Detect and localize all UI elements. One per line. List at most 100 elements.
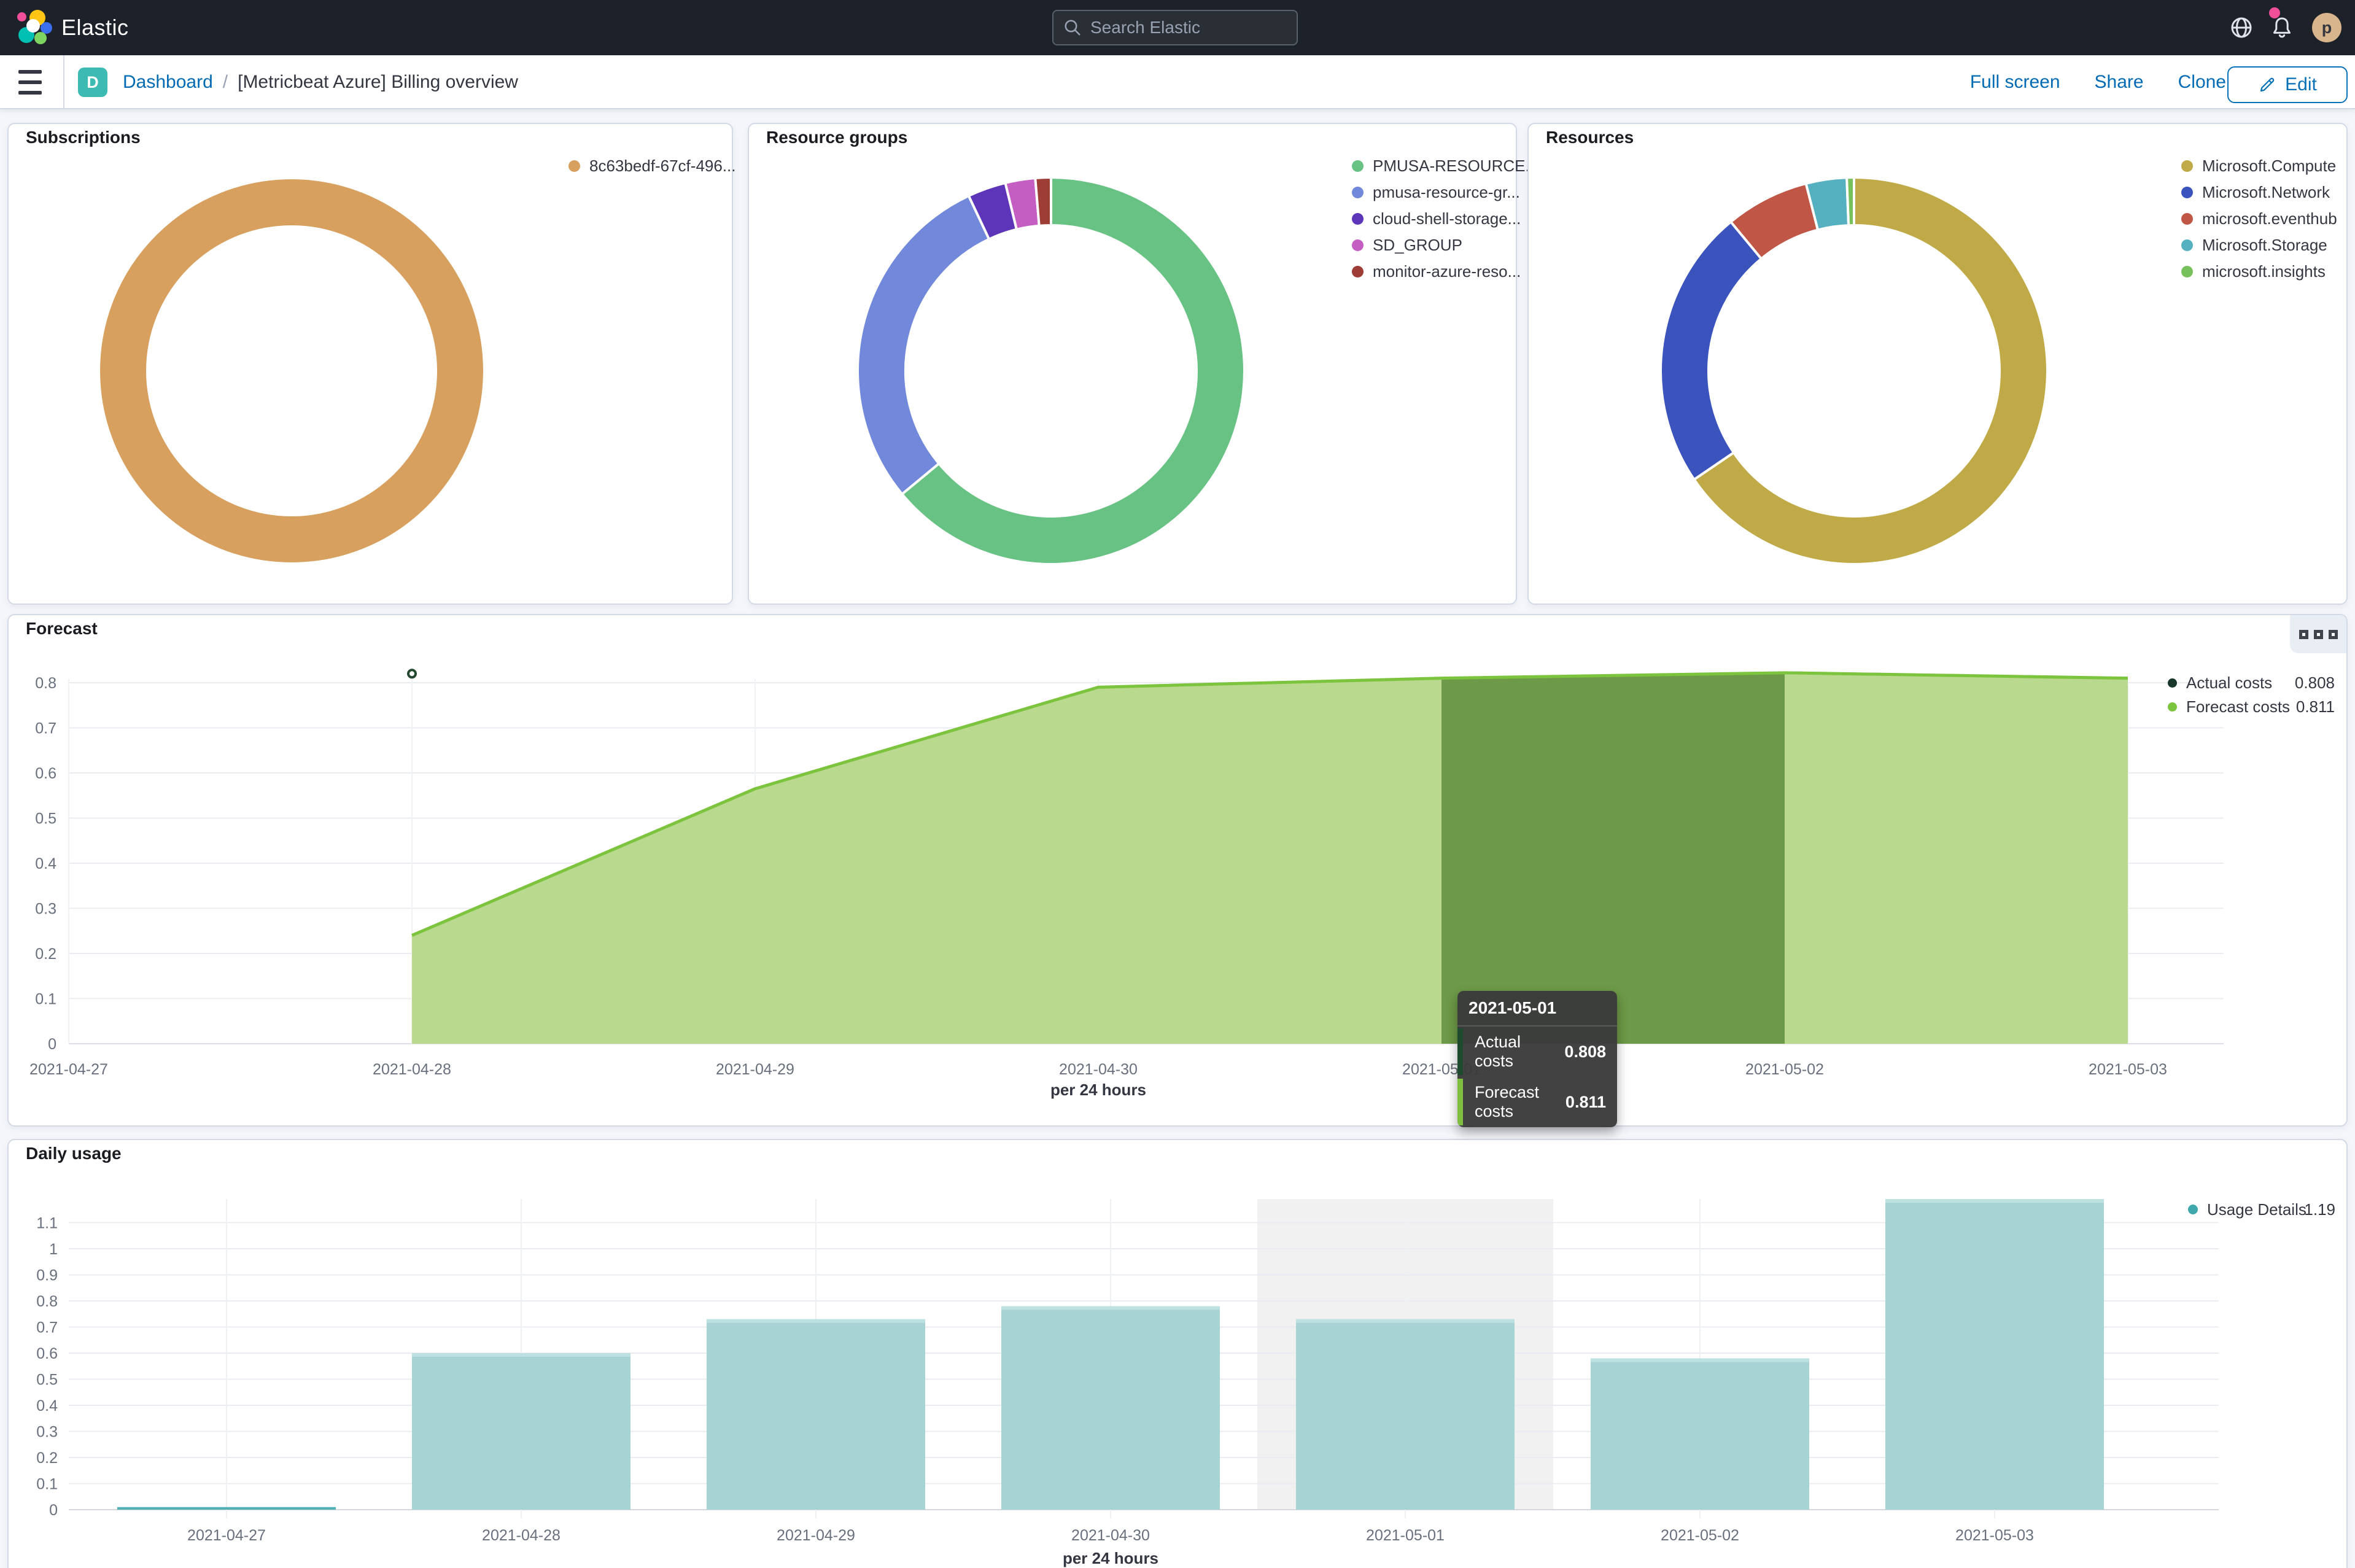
legend-item[interactable]: cloud-shell-storage... bbox=[1352, 208, 1521, 230]
tooltip-date: 2021-05-01 bbox=[1457, 991, 1617, 1027]
fullscreen-button[interactable]: Full screen bbox=[1969, 72, 2060, 92]
svg-text:0.2: 0.2 bbox=[35, 945, 56, 963]
svg-text:0.1: 0.1 bbox=[36, 1476, 58, 1493]
legend-color-dot bbox=[568, 160, 580, 172]
panel-forecast: Forecast 0 0.1 0.2 0.3 0.4 0.5 0.6 0.7 0.8 2021-0… bbox=[7, 614, 2348, 1127]
search-input[interactable] bbox=[1089, 17, 1287, 38]
pencil-icon bbox=[2260, 77, 2275, 92]
page-title: [Metricbeat Azure] Billing overview bbox=[238, 72, 518, 92]
share-button[interactable]: Share bbox=[2094, 72, 2144, 92]
subscriptions-donut-chart[interactable] bbox=[9, 124, 732, 604]
globe-icon[interactable] bbox=[2220, 0, 2263, 55]
legend-value: 1.19 bbox=[2304, 1200, 2335, 1219]
svg-text:0.3: 0.3 bbox=[36, 1424, 58, 1441]
svg-text:0.5: 0.5 bbox=[36, 1372, 58, 1389]
svg-text:2021-04-27: 2021-04-27 bbox=[187, 1527, 266, 1544]
dashboard-badge[interactable]: D bbox=[78, 68, 107, 97]
panel-title: Forecast bbox=[26, 619, 98, 638]
svg-text:2021-04-27: 2021-04-27 bbox=[29, 1061, 108, 1078]
panel-title: Subscriptions bbox=[26, 128, 141, 147]
legend-item[interactable]: microsoft.insights bbox=[2181, 260, 2326, 282]
legend-label: monitor-azure-reso... bbox=[1373, 262, 1521, 281]
resources-donut-chart[interactable] bbox=[1529, 124, 2346, 604]
svg-text:0.2: 0.2 bbox=[36, 1450, 58, 1467]
legend-item[interactable]: pmusa-resource-gr... bbox=[1352, 181, 1520, 203]
breadcrumb: Dashboard / [Metricbeat Azure] Billing o… bbox=[123, 55, 518, 109]
legend-color-dot bbox=[2181, 212, 2193, 225]
edit-button[interactable]: Edit bbox=[2227, 66, 2348, 103]
svg-text:0.7: 0.7 bbox=[36, 1319, 58, 1337]
svg-text:0.8: 0.8 bbox=[35, 675, 56, 692]
legend-color-dot bbox=[1352, 265, 1364, 278]
svg-text:2021-04-28: 2021-04-28 bbox=[373, 1061, 451, 1078]
legend-label: Forecast costs bbox=[2186, 697, 2291, 716]
svg-text:2021-05-03: 2021-05-03 bbox=[1955, 1527, 2034, 1544]
panel-title: Resources bbox=[1546, 128, 1634, 147]
svg-text:2021-04-29: 2021-04-29 bbox=[716, 1061, 794, 1078]
legend-color-dot bbox=[2181, 186, 2193, 198]
svg-text:0.1: 0.1 bbox=[35, 991, 56, 1008]
forecast-area-chart[interactable]: 0 0.1 0.2 0.3 0.4 0.5 0.6 0.7 0.8 2021-04-27 2021-… bbox=[9, 615, 2346, 1125]
daily-usage-bar-chart[interactable]: 0 0.1 0.2 0.3 0.4 0.5 0.6 0.7 0.8 0.9 1 1.1 2021-04-… bbox=[9, 1140, 2346, 1568]
svg-text:per 24 hours: per 24 hours bbox=[1063, 1549, 1158, 1567]
menu-hamburger-icon[interactable] bbox=[18, 70, 42, 95]
panel-resources: Resources Microsoft.Compute Microsoft.Net… bbox=[1527, 123, 2348, 605]
legend-item[interactable]: Microsoft.Compute bbox=[2181, 155, 2336, 177]
legend-color-dot bbox=[2188, 1205, 2198, 1214]
legend-color-dot bbox=[2168, 702, 2177, 712]
legend-item[interactable]: monitor-azure-reso... bbox=[1352, 260, 1521, 282]
svg-text:per 24 hours: per 24 hours bbox=[1050, 1081, 1146, 1099]
breadcrumb-bar: D Dashboard / [Metricbeat Azure] Billing… bbox=[0, 55, 2355, 109]
panel-daily-usage: Daily usage 0 0.1 0.2 0.3 0.4 0.5 0.6 0.7 0.8 0.9… bbox=[7, 1139, 2348, 1568]
dashboard-actions: Full screen Share Clone bbox=[1970, 55, 2226, 109]
resource-groups-donut-chart[interactable] bbox=[749, 124, 1516, 604]
panel-title: Daily usage bbox=[26, 1144, 122, 1163]
svg-text:0: 0 bbox=[49, 1502, 58, 1519]
breadcrumb-dashboard-link[interactable]: Dashboard bbox=[123, 72, 213, 92]
global-search[interactable] bbox=[1052, 10, 1298, 45]
svg-text:2021-05-02: 2021-05-02 bbox=[1661, 1527, 1739, 1544]
legend-item[interactable]: Actual costs 0.808 bbox=[2168, 672, 2335, 694]
panel-options-button[interactable] bbox=[2290, 615, 2346, 653]
legend-label: 8c63bedf-67cf-496... bbox=[589, 156, 736, 175]
svg-text:1.1: 1.1 bbox=[36, 1215, 58, 1232]
svg-text:0.5: 0.5 bbox=[35, 810, 56, 828]
legend-item[interactable]: PMUSA-RESOURCE... bbox=[1352, 155, 1538, 177]
svg-text:0.4: 0.4 bbox=[36, 1397, 58, 1415]
panel-subscriptions: Subscriptions 8c63bedf-67cf-496... bbox=[7, 123, 736, 605]
legend-label: cloud-shell-storage... bbox=[1373, 209, 1521, 228]
elastic-logo-icon[interactable] bbox=[16, 9, 54, 47]
legend-label: Usage Details bbox=[2207, 1200, 2307, 1219]
legend-color-dot bbox=[2181, 239, 2193, 251]
svg-text:0.3: 0.3 bbox=[35, 901, 56, 918]
svg-text:2021-04-29: 2021-04-29 bbox=[777, 1527, 855, 1544]
tooltip-row-forecast: Forecast costs 0.811 bbox=[1457, 1077, 1617, 1127]
legend-item[interactable]: Microsoft.Storage bbox=[2181, 234, 2327, 256]
svg-text:0.6: 0.6 bbox=[35, 765, 56, 782]
legend-label: PMUSA-RESOURCE... bbox=[1373, 156, 1539, 175]
legend-item[interactable]: Forecast costs 0.811 bbox=[2168, 696, 2335, 718]
svg-text:0.4: 0.4 bbox=[35, 855, 56, 872]
legend-color-dot bbox=[1352, 186, 1364, 198]
legend-item[interactable]: Microsoft.Network bbox=[2181, 181, 2330, 203]
chart-tooltip: 2021-05-01 Actual costs 0.808 Forecast c… bbox=[1457, 991, 1617, 1127]
divider bbox=[63, 55, 64, 109]
legend-item[interactable]: microsoft.eventhub bbox=[2181, 208, 2337, 230]
clone-button[interactable]: Clone bbox=[2178, 72, 2226, 92]
legend-color-dot bbox=[1352, 160, 1364, 172]
legend-label: SD_GROUP bbox=[1373, 235, 1462, 254]
alerts-bell-icon[interactable] bbox=[2260, 0, 2303, 55]
svg-text:1: 1 bbox=[49, 1241, 58, 1258]
legend-item[interactable]: SD_GROUP bbox=[1352, 234, 1462, 256]
svg-text:0.6: 0.6 bbox=[36, 1345, 58, 1362]
svg-text:0.8: 0.8 bbox=[36, 1293, 58, 1310]
legend-item[interactable]: 8c63bedf-67cf-496... bbox=[568, 155, 736, 177]
svg-text:2021-05-01: 2021-05-01 bbox=[1366, 1527, 1445, 1544]
user-avatar[interactable]: p bbox=[2312, 13, 2341, 42]
legend-label: Actual costs bbox=[2186, 673, 2273, 692]
legend-value: 0.811 bbox=[2295, 697, 2335, 716]
legend-item[interactable]: Usage Details 1.19 bbox=[2188, 1198, 2335, 1221]
search-icon bbox=[1065, 20, 1081, 36]
legend-color-dot bbox=[1352, 212, 1364, 225]
